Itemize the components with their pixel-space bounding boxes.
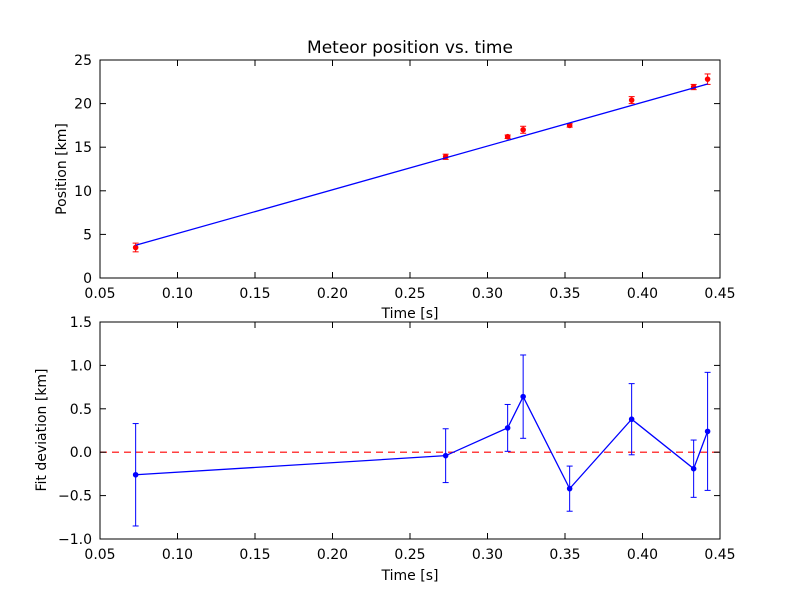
y-tick-label: 0.5 — [70, 402, 92, 418]
fit-line — [135, 83, 708, 246]
y-tick-label: −1.0 — [58, 532, 92, 548]
y-tick-label: −0.5 — [58, 489, 92, 505]
chart-title: Meteor position vs. time — [307, 38, 513, 58]
y-tick-label: 1.5 — [70, 315, 92, 331]
deviation-panel: 0.05 0.10 0.15 0.20 0.25 0.30 0.35 0.40 0.45 −1.0… — [34, 315, 736, 584]
data-point — [132, 244, 139, 251]
x-tick-label: 0.45 — [704, 547, 735, 563]
y-tick-label: 20 — [74, 97, 92, 113]
x-tick-label: 0.20 — [317, 547, 348, 563]
data-point — [504, 425, 511, 431]
data-point — [132, 471, 139, 478]
data-point — [628, 416, 635, 423]
series-line — [135, 395, 709, 490]
y-tick-label: 15 — [74, 140, 92, 156]
data-point — [704, 76, 711, 82]
data-point — [504, 133, 511, 140]
x-tick-label: 0.10 — [162, 286, 193, 302]
x-tick-label: 0.30 — [472, 286, 503, 302]
data-point — [690, 465, 697, 472]
x-tick-label: 0.40 — [627, 286, 658, 302]
plot-frame — [99, 59, 721, 279]
x-tick-label: 0.15 — [239, 547, 270, 563]
y-tick-label: 5 — [83, 227, 92, 243]
data-point — [442, 452, 449, 459]
y-tick-label: 25 — [74, 53, 92, 69]
x-tick-label: 0.35 — [549, 286, 580, 302]
y-tick-label: 0 — [83, 271, 92, 287]
x-axis-label: Time [s] — [381, 568, 439, 584]
x-tick-label: 0.45 — [704, 286, 735, 302]
x-tick-label: 0.15 — [239, 286, 270, 302]
x-tick-label: 0.30 — [472, 547, 503, 563]
data-point — [628, 97, 635, 103]
x-tick-label: 0.35 — [549, 547, 580, 563]
x-tick-label: 0.25 — [394, 286, 425, 302]
position-panel: Meteor position vs. time 0.05 0.10 0.15 0.2… — [54, 38, 736, 322]
data-point — [520, 393, 526, 400]
data-point — [704, 428, 711, 435]
x-tick-label: 0.25 — [394, 547, 425, 563]
y-tick-label: 0.0 — [70, 445, 92, 461]
y-tick-label: 1.0 — [70, 358, 92, 374]
plot-frame — [99, 321, 721, 540]
x-tick-label: 0.05 — [84, 286, 115, 302]
x-tick-label: 0.40 — [627, 547, 658, 563]
y-axis-label: Position [km] — [54, 123, 70, 215]
x-tick-label: 0.20 — [317, 286, 348, 302]
x-tick-label: 0.10 — [162, 547, 193, 563]
data-point — [520, 126, 526, 133]
x-tick-label: 0.05 — [84, 547, 115, 563]
data-point — [566, 485, 573, 492]
x-axis-label: Time [s] — [381, 306, 439, 322]
y-axis-label: Fit deviation [km] — [34, 368, 50, 491]
y-tick-label: 10 — [74, 184, 92, 200]
